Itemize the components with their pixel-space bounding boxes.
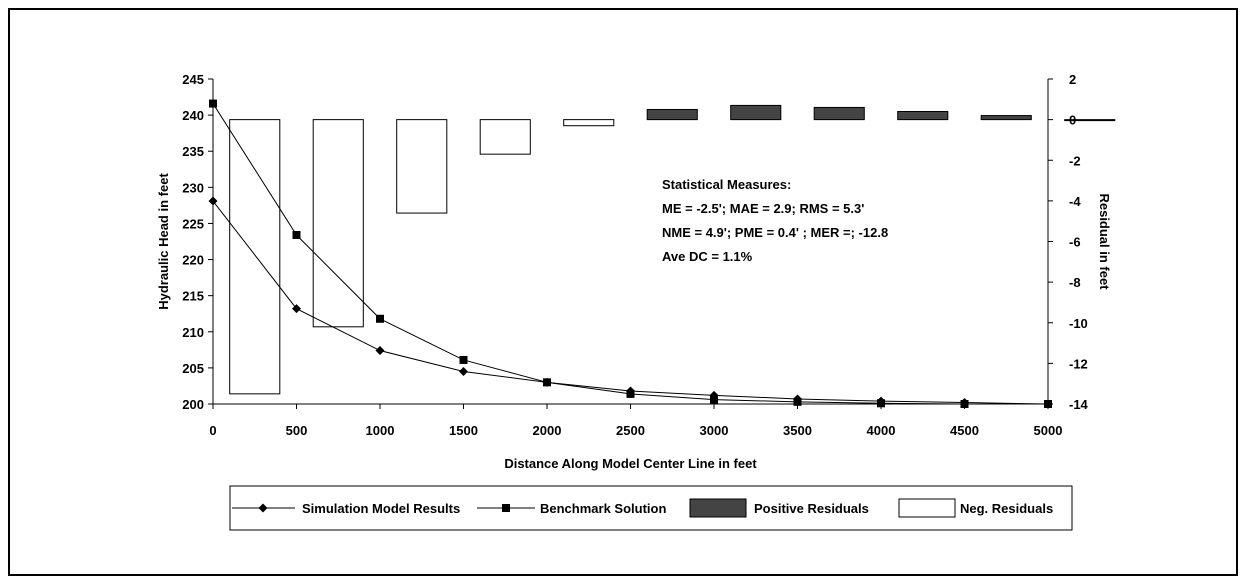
x-axis-title: Distance Along Model Center Line in feet: [504, 456, 757, 471]
x-tick-label: 0: [209, 423, 216, 438]
y2-tick-label: 0: [1069, 113, 1076, 128]
y-tick-label: 245: [182, 72, 204, 87]
simulation-data-point: [375, 346, 385, 356]
legend-benchmark-marker: [502, 504, 510, 512]
y-tick-label: 215: [182, 289, 204, 304]
benchmark-data-point: [960, 400, 969, 408]
y2-tick-label: -12: [1069, 356, 1088, 371]
y2-tick-label: -8: [1069, 275, 1081, 290]
stats-annotation-line: Statistical Measures:: [662, 177, 791, 192]
benchmark-data-point: [376, 314, 384, 323]
positive-residual-bar: [980, 115, 1032, 121]
benchmark-data-point: [1044, 400, 1052, 408]
y2-tick-label: -6: [1069, 235, 1081, 250]
x-tick-label: 1500: [449, 423, 478, 438]
y-axis-title: Hydraulic Head in feet: [156, 173, 171, 310]
simulation-data-point: [292, 304, 301, 314]
stats-annotation-line: Ave DC = 1.1%: [662, 249, 753, 264]
positive-residual-bar: [897, 111, 949, 121]
benchmark-data-point: [793, 397, 802, 406]
stats-annotation-line: NME = 4.9'; PME = 0.4' ; MER =; -12.8: [662, 225, 888, 240]
x-tick-label: 3500: [783, 423, 812, 438]
benchmark-data-point: [459, 355, 468, 364]
negative-residual-bar: [229, 119, 281, 395]
legend-simulation-marker: [258, 503, 268, 513]
y2-tick-label: -14: [1069, 397, 1089, 412]
y-tick-label: 225: [182, 216, 204, 231]
x-tick-label: 5000: [1034, 423, 1063, 438]
legend-simulation-label: Simulation Model Results: [302, 501, 460, 516]
negative-residual-bar: [563, 119, 615, 127]
y2-tick-label: -4: [1069, 194, 1081, 209]
y-tick-label: 235: [182, 144, 204, 159]
x-tick-label: 4000: [867, 423, 896, 438]
benchmark-data-point: [626, 389, 635, 398]
stats-annotation-line: ME = -2.5'; MAE = 2.9; RMS = 5.3': [662, 201, 864, 216]
negative-residual-bar: [312, 119, 364, 328]
benchmark-data-point: [543, 378, 551, 387]
legend-negative-label: Neg. Residuals: [960, 501, 1053, 516]
y-tick-label: 240: [182, 108, 204, 123]
benchmark-data-point: [292, 231, 301, 239]
legend-box: [229, 485, 1073, 531]
y2-axis-title: Residual in feet: [1097, 193, 1112, 290]
y2-tick-label: 2: [1069, 72, 1076, 87]
y-tick-label: 220: [182, 253, 204, 268]
positive-residual-bar: [730, 104, 782, 121]
x-tick-label: 500: [286, 423, 308, 438]
y-tick-label: 210: [182, 325, 204, 340]
y2-tick-label: -10: [1069, 316, 1088, 331]
negative-residual-bar: [396, 119, 448, 214]
y-tick-label: 200: [182, 397, 204, 412]
benchmark-data-point: [710, 395, 718, 404]
x-tick-label: 2500: [616, 423, 645, 438]
x-tick-label: 4500: [950, 423, 979, 438]
negative-residual-bar: [1064, 119, 1116, 122]
legend-benchmark-label: Benchmark Solution: [540, 501, 666, 516]
benchmark-data-point: [877, 399, 885, 408]
x-tick-label: 2000: [533, 423, 562, 438]
positive-residual-bar: [646, 108, 698, 121]
simulation-data-point: [208, 196, 218, 206]
benchmark-data-point: [209, 99, 217, 108]
legend-negative-swatch: [898, 498, 956, 518]
simulation-data-point: [459, 367, 468, 376]
y2-tick-label: -2: [1069, 153, 1081, 168]
legend-positive-swatch: [689, 498, 747, 518]
positive-residual-bar: [813, 106, 865, 121]
x-tick-label: 1000: [366, 423, 395, 438]
negative-residual-bar: [479, 119, 531, 155]
y-tick-label: 230: [182, 180, 204, 195]
legend-positive-label: Positive Residuals: [754, 501, 869, 516]
x-tick-label: 3000: [700, 423, 729, 438]
y-tick-label: 205: [182, 361, 204, 376]
